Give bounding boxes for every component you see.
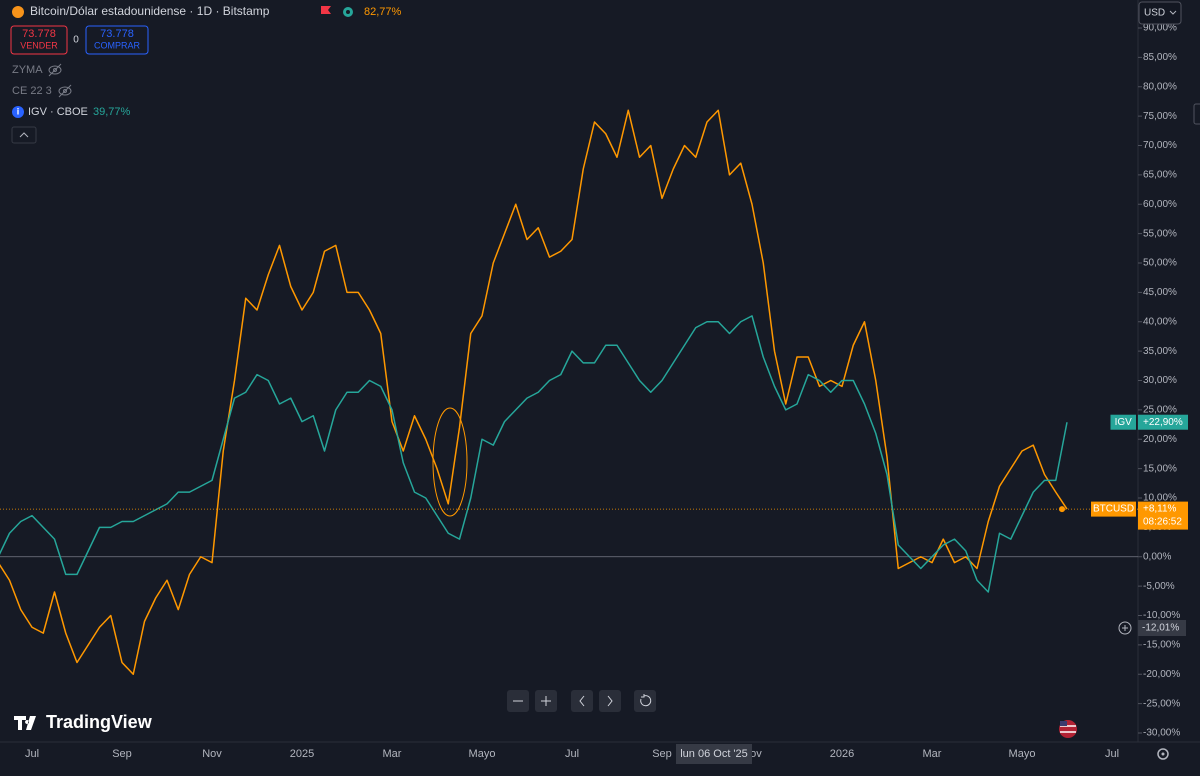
y-tick-label: 90,00% bbox=[1143, 23, 1177, 34]
spread: 0 bbox=[73, 35, 79, 46]
eye-off-icon[interactable] bbox=[58, 84, 72, 98]
series-line bbox=[0, 315, 1068, 593]
indicator-name[interactable]: CE 22 3 bbox=[12, 85, 52, 97]
x-tick-label: Sep bbox=[112, 748, 132, 760]
x-tick-label: Mar bbox=[923, 748, 942, 760]
y-tick-label: -20,00% bbox=[1143, 669, 1180, 680]
sell-box bbox=[10, 25, 68, 55]
y-tick-label: 30,00% bbox=[1143, 375, 1177, 386]
y-tick-label: 85,00% bbox=[1143, 52, 1177, 63]
crosshair-price-label: -12,01% bbox=[1142, 623, 1179, 634]
y-tick-label: 75,00% bbox=[1143, 111, 1177, 122]
x-tick-label: Jul bbox=[565, 748, 579, 760]
buy-label: COMPRAR bbox=[94, 40, 141, 50]
x-tick-label: Jul bbox=[25, 748, 39, 760]
y-tick-label: 50,00% bbox=[1143, 258, 1177, 269]
series-tag-value-box bbox=[1138, 501, 1188, 530]
crosshair-price: -12,01% bbox=[1118, 620, 1186, 636]
region-flag[interactable] bbox=[1059, 720, 1077, 738]
symbol-title[interactable]: Bitcoin/Dólar estadounidense · 1D · Bits… bbox=[30, 4, 270, 18]
settings-button[interactable] bbox=[1157, 748, 1169, 760]
series-tag-value: +8,11% bbox=[1143, 504, 1177, 515]
crosshair-date: lun 06 Oct '25 bbox=[680, 748, 748, 760]
sell-label: VENDER bbox=[20, 40, 58, 50]
bitcoin-icon bbox=[12, 6, 24, 18]
series-tag-name: IGV bbox=[1115, 417, 1133, 428]
y-tick-label: 40,00% bbox=[1143, 316, 1177, 327]
zoom-out-button[interactable] bbox=[507, 690, 529, 712]
eye-off-icon[interactable] bbox=[48, 63, 62, 77]
y-tick-label: -5,00% bbox=[1143, 581, 1175, 592]
x-tick-label: Sep bbox=[652, 748, 672, 760]
y-tick-label: -15,00% bbox=[1143, 640, 1180, 651]
x-tick-label: Nov bbox=[202, 748, 222, 760]
compare-name[interactable]: IGV · CBOE bbox=[28, 106, 88, 118]
y-tick-label: -30,00% bbox=[1143, 728, 1180, 739]
zoom-in-button[interactable] bbox=[535, 690, 557, 712]
series-line bbox=[0, 109, 1068, 675]
drawing-ellipse[interactable] bbox=[432, 407, 468, 517]
plot-area: 90,00% 85,00% 80,00% 75,00% 70,00% 65,00% 60,0… bbox=[0, 0, 1200, 760]
y-tick-label: 80,00% bbox=[1143, 81, 1177, 92]
collapse-button[interactable] bbox=[11, 126, 37, 144]
x-tick-label: 2025 bbox=[290, 748, 314, 760]
side-handle[interactable] bbox=[1193, 103, 1200, 125]
x-tick-label: Jul bbox=[1105, 748, 1119, 760]
x-tick-label: Mayo bbox=[1009, 748, 1036, 760]
series-tag-name-box bbox=[1091, 501, 1136, 517]
y-tick-label: 25,00% bbox=[1143, 405, 1177, 416]
series-tag-value: +22,90% bbox=[1143, 417, 1183, 428]
series-tag-name: BTCUSD bbox=[1093, 504, 1134, 515]
crosshair-date-box bbox=[676, 744, 752, 764]
main-change: 82,77% bbox=[364, 6, 402, 18]
flag-icon[interactable] bbox=[321, 6, 331, 14]
x-tick-label: 2026 bbox=[830, 748, 854, 760]
y-tick-label: -10,00% bbox=[1143, 610, 1180, 621]
sell-button[interactable]: 73.778 VENDER bbox=[10, 25, 68, 55]
y-tick-label: 0,00% bbox=[1143, 551, 1171, 562]
buy-button[interactable]: 73.778 COMPRAR bbox=[85, 25, 149, 55]
currency-label: USD bbox=[1144, 8, 1165, 19]
brand-logo[interactable]: TradingView bbox=[14, 712, 153, 732]
countdown: 08:26:52 bbox=[1143, 517, 1182, 528]
series-tag-value-box bbox=[1138, 414, 1188, 430]
x-tick-label: Mayo bbox=[469, 748, 496, 760]
indicator-name[interactable]: ZYMA bbox=[12, 64, 43, 76]
last-point bbox=[1059, 506, 1065, 513]
buy-price: 73.778 bbox=[100, 28, 134, 40]
reset-button[interactable] bbox=[634, 690, 656, 712]
y-tick-label: 65,00% bbox=[1143, 170, 1177, 181]
add-button[interactable] bbox=[1118, 621, 1132, 635]
x-tick-label: Mar bbox=[383, 748, 402, 760]
status-dot-inner bbox=[346, 10, 350, 14]
scroll-right-button[interactable] bbox=[599, 690, 621, 712]
y-tick-label: 15,00% bbox=[1143, 463, 1177, 474]
y-tick-label: 70,00% bbox=[1143, 140, 1177, 151]
y-tick-label: 20,00% bbox=[1143, 434, 1177, 445]
currency-button[interactable]: USD bbox=[1138, 1, 1182, 25]
y-tick-label: 35,00% bbox=[1143, 346, 1177, 357]
sell-price: 73.778 bbox=[22, 28, 56, 40]
y-tick-label: 10,00% bbox=[1143, 493, 1177, 504]
buy-box bbox=[85, 25, 149, 55]
brand-name: TradingView bbox=[46, 712, 153, 732]
info-icon[interactable] bbox=[12, 106, 24, 118]
scroll-left-button[interactable] bbox=[571, 690, 593, 712]
y-tick-label: -25,00% bbox=[1143, 698, 1180, 709]
y-tick-label: 55,00% bbox=[1143, 228, 1177, 239]
info-glyph: i bbox=[17, 106, 20, 116]
compare-change: 39,77% bbox=[93, 106, 131, 118]
series-tag-name-box bbox=[1110, 414, 1136, 430]
y-tick-label: 45,00% bbox=[1143, 287, 1177, 298]
y-tick-label: 60,00% bbox=[1143, 199, 1177, 210]
